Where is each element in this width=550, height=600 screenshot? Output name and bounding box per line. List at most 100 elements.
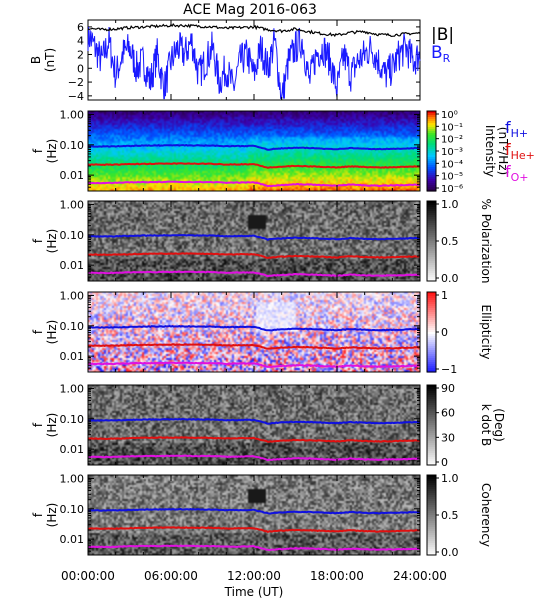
colorbar-cell: [427, 409, 436, 412]
colorbar-cell: [427, 306, 436, 309]
y-tick-label: 1.00: [60, 108, 85, 121]
x-tick-label: 12:00:00: [227, 569, 281, 583]
colorbar-cell: [427, 489, 436, 492]
colorbar-cell: [427, 273, 436, 276]
colorbar-cell: [427, 523, 436, 526]
colorbar-cell: [427, 263, 436, 266]
colorbar-cell: [427, 413, 436, 416]
colorbar-cell: [427, 209, 436, 212]
colorbar-cell: [427, 497, 436, 500]
colorbar-cell: [427, 119, 436, 122]
br-legend-main: B: [431, 43, 443, 63]
colorbar-cell: [427, 463, 436, 466]
fH-gyro-line: [87, 143, 421, 151]
colorbar-cell: [427, 368, 436, 371]
colorbar-cell: [427, 449, 436, 452]
colorbar-cell: [427, 233, 436, 236]
colorbar-cell: [427, 545, 436, 548]
colorbar-cell: [427, 391, 436, 394]
colorbar-cell: [427, 441, 436, 444]
y-tick-label: 1.00: [60, 382, 85, 395]
colorbar-cell: [427, 457, 436, 460]
colorbar-cell: [427, 223, 436, 226]
ellipticity-spectrogram: [88, 292, 420, 372]
br-series-line: [87, 26, 421, 100]
y-tick-label: 0.01: [60, 350, 85, 363]
colorbar-cell: [427, 397, 436, 400]
colorbar-cell: [427, 487, 436, 490]
colorbar-cell: [427, 203, 436, 206]
colorbar-cell: [427, 177, 436, 180]
colorbar-cell: [427, 547, 436, 550]
colorbar-cell: [427, 427, 436, 430]
colorbar-tick-label: 30: [441, 431, 455, 444]
colorbar-cell: [427, 475, 436, 478]
colorbar-cell: [427, 509, 436, 512]
colorbar-cell: [427, 267, 436, 270]
colorbar-cell: [427, 171, 436, 174]
colorbar-cell: [427, 159, 436, 162]
colorbar-tick-label: 0.5: [441, 235, 459, 248]
colorbar-cell: [427, 529, 436, 532]
colorbar-cell: [427, 239, 436, 242]
colorbar-cell: [427, 419, 436, 422]
colorbar-cell: [427, 141, 436, 144]
br-legend-label: BR: [431, 43, 451, 65]
colorbar-cell: [427, 501, 436, 504]
colorbar-label: Ellipticity: [479, 305, 493, 360]
colorbar-cell: [427, 302, 436, 305]
colorbar-cell: [427, 479, 436, 482]
colorbar-cell: [427, 304, 436, 307]
colorbar-frame: [426, 384, 437, 466]
fH-gyro-line: [87, 507, 421, 515]
ellipticity-colorbar: 1 0 −1 Ellipticity: [426, 289, 493, 376]
colorbar-cell: [427, 147, 436, 150]
colorbar-cell: [427, 314, 436, 317]
colorbar-cell: [427, 537, 436, 540]
colorbar-cell: [427, 167, 436, 170]
coherency-panel: 1.00 0.10 0.01 f (Hz) 1.0 0.5 0.0 Coherency: [31, 472, 493, 559]
fH-gyro-line: [87, 234, 421, 241]
colorbar-cell: [427, 495, 436, 498]
colorbar-cell: [427, 511, 436, 514]
colorbar-cell: [427, 255, 436, 258]
coherency-spectrogram: [88, 475, 420, 555]
colorbar-tick-label: 1.0: [441, 472, 459, 485]
fHe-gyro-line: [87, 526, 421, 534]
colorbar-cell: [427, 513, 436, 516]
colorbar-label: % Polarization: [479, 199, 493, 284]
fHe-gyro-line: [87, 436, 421, 443]
colorbar-cell: [427, 133, 436, 136]
colorbar-cell: [427, 336, 436, 339]
colorbar-cell: [427, 157, 436, 160]
colorbar-cell: [427, 519, 436, 522]
gyro-legend-subscript: He+: [511, 149, 535, 162]
colorbar-cell: [427, 387, 436, 390]
colorbar-cell: [427, 298, 436, 301]
colorbar-tick-label: 10⁻⁵: [441, 172, 463, 183]
y-axis-label-top: f: [31, 238, 45, 243]
colorbar-cell: [427, 245, 436, 248]
colorbar-cell: [427, 127, 436, 130]
y-axis-label-unit: (Hz): [45, 413, 59, 438]
y-tick-label: 0.10: [60, 503, 85, 516]
colorbar-cell: [427, 429, 436, 432]
colorbar-tick-label: 10⁻⁴: [441, 159, 463, 170]
colorbar-cell: [427, 531, 436, 534]
y-axis-label-top: f: [31, 329, 45, 334]
colorbar-cell: [427, 425, 436, 428]
bmag-legend-label: |B|: [431, 25, 454, 45]
gyro-legend-label: fHe+: [505, 140, 535, 162]
fHe-gyro-line: [88, 343, 421, 350]
y-axis-label-unit: (Hz): [45, 229, 59, 254]
colorbar-tick-label: 10⁻³: [441, 147, 463, 158]
colorbar-cell: [427, 549, 436, 552]
gyro-legend-subscript: H+: [511, 127, 529, 140]
gyro-legend-label: fH+: [505, 118, 528, 140]
y-axis-label-unit: (Hz): [45, 139, 59, 164]
bmag-series-line: [87, 23, 421, 38]
colorbar-cell: [427, 535, 436, 538]
polarization-spectrogram: [88, 201, 420, 281]
colorbar-cell: [427, 328, 436, 331]
